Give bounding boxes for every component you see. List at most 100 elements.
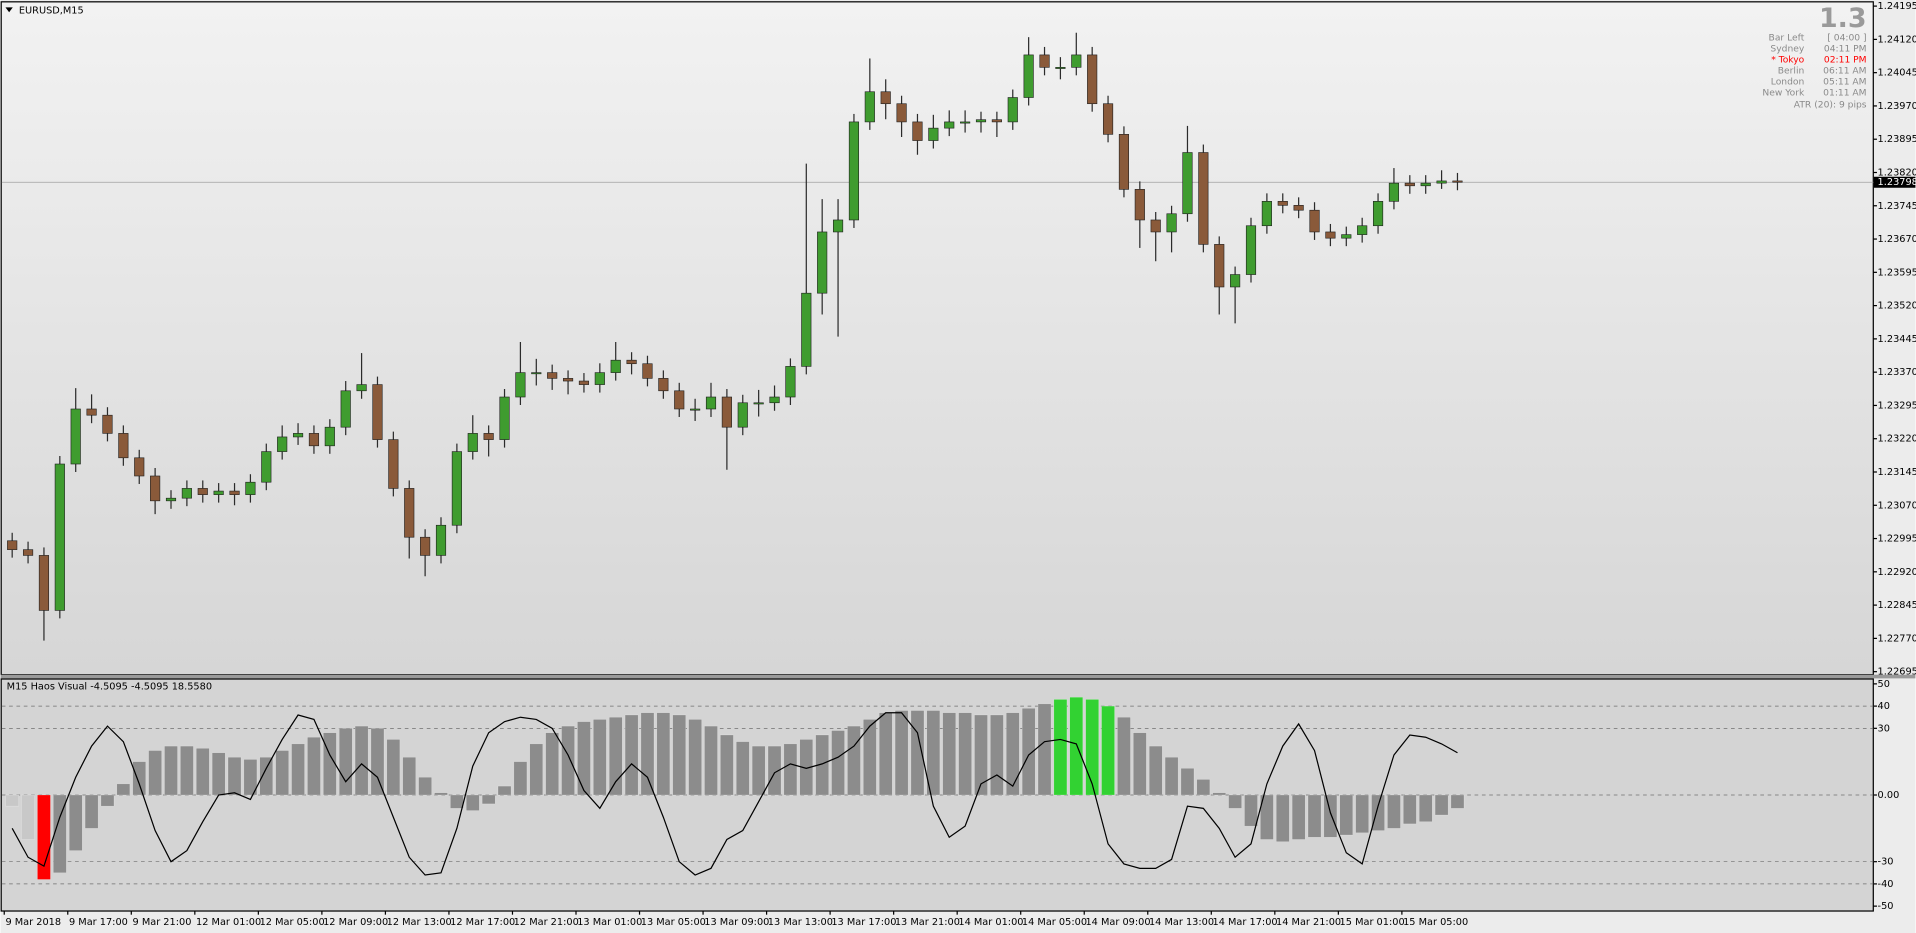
main-pane[interactable]: [0, 1, 1874, 676]
x-tick-label: 14 Mar 05:00: [1022, 917, 1087, 928]
candle-body: [1357, 225, 1368, 235]
candle-body: [340, 390, 351, 428]
candle-body: [944, 121, 955, 129]
y-tick-label: 40: [1878, 701, 1890, 712]
histogram-bar: [1053, 699, 1068, 796]
candle-body: [690, 408, 701, 411]
candle-body: [769, 396, 780, 404]
histogram-bar: [481, 794, 496, 805]
histogram-bar: [386, 739, 401, 796]
histogram-bar: [656, 712, 671, 796]
candle-body: [1420, 182, 1431, 187]
info-time: 02:11 PM: [1824, 55, 1867, 65]
y-tick-label: 1.23295: [1878, 400, 1916, 411]
histogram-bar: [37, 794, 51, 880]
candle-body: [54, 463, 65, 611]
histogram-bar: [561, 725, 575, 796]
candle-body: [483, 433, 494, 440]
y-tick-label: 1.24195: [1878, 1, 1916, 12]
candle-body: [960, 121, 971, 124]
oscillator-line: [11, 712, 1458, 876]
x-tick-label: 15 Mar 01:00: [1340, 917, 1405, 928]
histogram-bar: [847, 725, 861, 796]
candle-body: [674, 390, 685, 410]
candle-body: [896, 103, 907, 123]
histogram-bar: [1419, 794, 1433, 822]
histogram-bar: [100, 794, 115, 807]
histogram-bar: [767, 745, 782, 796]
candle-body: [197, 488, 208, 495]
symbol-menu-arrow[interactable]: [5, 7, 13, 13]
candle-body: [721, 396, 732, 428]
candle-body: [1087, 54, 1098, 105]
histogram-bar: [688, 719, 702, 796]
y-tick-label: 1.22845: [1878, 600, 1916, 611]
candle-body: [499, 396, 510, 440]
histogram-bar: [593, 719, 607, 796]
candle-body: [1341, 234, 1352, 239]
candle-body: [705, 396, 717, 410]
histogram-bar: [529, 743, 543, 796]
histogram-bar: [434, 792, 448, 796]
y-tick-label: 1.23520: [1878, 301, 1916, 312]
info-time: 05:11 AM: [1823, 77, 1866, 87]
candle-body: [1150, 219, 1161, 233]
candle-body: [547, 372, 558, 379]
histogram-bar: [418, 777, 432, 796]
histogram-bar: [227, 757, 242, 796]
x-tick-label: 14 Mar 17:00: [1213, 917, 1278, 928]
y-tick-label: 1.23595: [1878, 267, 1916, 278]
histogram-bar: [513, 761, 528, 796]
histogram-bar: [1164, 757, 1179, 796]
histogram-bar: [545, 732, 559, 796]
candle-body: [1182, 152, 1193, 215]
histogram-bar: [863, 719, 877, 796]
x-tick-label: 13 Mar 01:00: [577, 917, 642, 928]
candle-body: [1325, 231, 1336, 239]
y-tick-label: 50: [1878, 679, 1890, 690]
histogram-bar: [894, 710, 909, 796]
histogram-bar: [1069, 697, 1083, 796]
candle-body: [229, 490, 240, 495]
x-tick-label: 13 Mar 09:00: [704, 917, 769, 928]
candle-body: [38, 555, 50, 611]
candle-body: [277, 436, 288, 452]
histogram-bar: [704, 725, 718, 796]
y-tick-label: 1.23145: [1878, 467, 1916, 478]
info-label: London: [1771, 77, 1805, 87]
info-label: New York: [1762, 88, 1805, 98]
candle-body: [165, 497, 177, 502]
x-tick-label: 13 Mar 17:00: [831, 917, 896, 928]
histogram-bar: [1037, 703, 1052, 796]
candle-body: [975, 119, 987, 123]
histogram-bar: [1101, 705, 1115, 796]
candle-body: [1039, 54, 1050, 68]
candle-body: [991, 119, 1002, 123]
y-tick-label: 1.24045: [1878, 68, 1916, 79]
histogram-bar: [1403, 794, 1417, 825]
histogram-bar: [466, 794, 480, 811]
candle-body: [451, 451, 462, 526]
candle-body: [1309, 209, 1320, 233]
candle-body: [753, 402, 764, 405]
histogram-bar: [720, 734, 734, 796]
histogram-bar: [1387, 794, 1401, 829]
y-tick-label: 1.23970: [1878, 101, 1916, 112]
histogram-bar: [1149, 745, 1163, 796]
histogram-bar: [736, 741, 750, 796]
histogram-bar: [259, 757, 273, 796]
histogram-bar: [1450, 794, 1465, 809]
candle-body: [1214, 244, 1225, 288]
histogram-bar: [84, 794, 99, 829]
candle-body: [515, 372, 526, 398]
candle-body: [848, 121, 860, 221]
candle-body: [880, 91, 891, 105]
candle-body: [467, 433, 478, 452]
candle-body: [928, 127, 939, 141]
histogram-bar: [323, 732, 337, 796]
info-label: Bar Left: [1769, 33, 1805, 43]
histogram-bar: [69, 794, 83, 851]
histogram-bar: [1291, 794, 1306, 840]
candle-body: [1261, 201, 1272, 227]
